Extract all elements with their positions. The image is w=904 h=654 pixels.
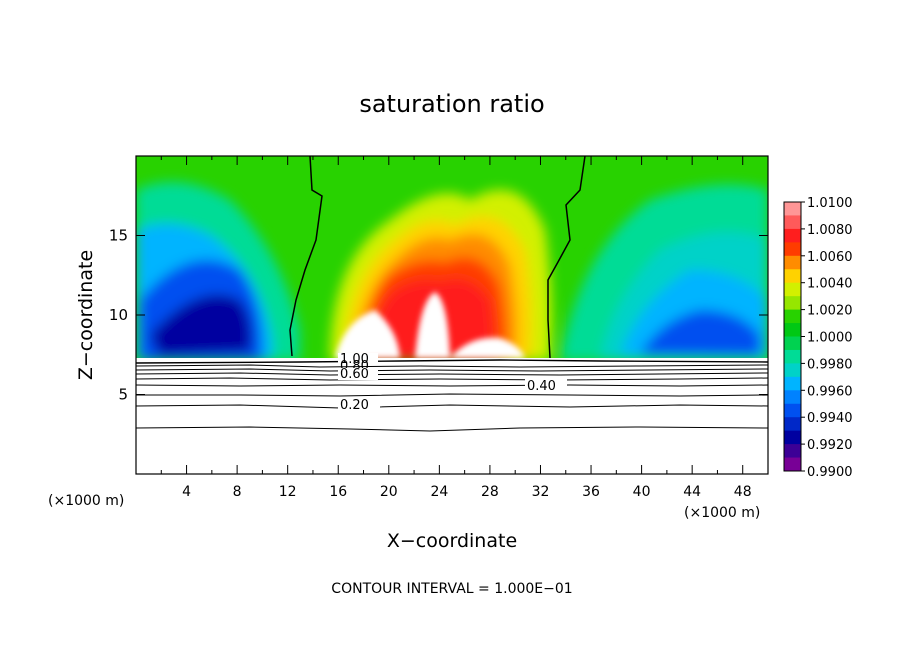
x-tick-label: 24 xyxy=(430,484,448,500)
colorbar-swatch xyxy=(784,336,801,351)
saturation-field xyxy=(136,156,768,474)
colorbar-swatch xyxy=(784,444,801,459)
x-tick-label: 44 xyxy=(683,484,701,500)
colorbar-label: 1.0080 xyxy=(807,223,853,238)
y-axis: 5 10 15 xyxy=(109,227,768,404)
colorbar-swatch xyxy=(784,309,801,324)
x-tick-label: 12 xyxy=(279,484,297,500)
colorbar-swatch xyxy=(784,282,801,297)
x-unit-left: (×1000 m) xyxy=(48,493,124,509)
contour-interval-footer: CONTOUR INTERVAL = 1.000E−01 xyxy=(331,581,572,597)
contour-label-0-40: 0.40 xyxy=(527,379,556,394)
contour-labels: 1.00 0.80 0.60 0.40 0.20 xyxy=(338,352,567,413)
colorbar: 1.0100 1.0080 1.0060 1.0040 1.0020 1.0000 0.99… xyxy=(783,196,853,480)
y-axis-label: Z−coordinate xyxy=(75,250,97,380)
y-tick-label: 15 xyxy=(109,227,128,245)
colorbar-swatch xyxy=(784,202,801,216)
colorbar-label: 0.9940 xyxy=(807,411,853,426)
colorbar-swatch xyxy=(784,349,801,364)
x-tick-label: 40 xyxy=(633,484,651,500)
x-tick-label: 16 xyxy=(329,484,347,500)
colorbar-swatch xyxy=(784,255,801,270)
colorbar-swatch xyxy=(784,215,801,230)
contour-label-1-00: 1.00 xyxy=(340,352,369,367)
x-tick-label: 32 xyxy=(532,484,550,500)
colorbar-label: 1.0060 xyxy=(807,250,853,265)
colorbar-swatch xyxy=(784,228,801,243)
x-axis: 4 8 12 16 20 24 28 32 36 40 44 48 xyxy=(160,156,752,500)
x-axis-label: X−coordinate xyxy=(387,530,517,552)
colorbar-label: 1.0020 xyxy=(807,304,853,319)
x-tick-label: 4 xyxy=(182,484,191,500)
colorbar-label: 0.9960 xyxy=(807,384,853,399)
colorbar-swatch xyxy=(784,323,801,337)
colorbar-swatch xyxy=(784,296,801,311)
x-tick-label: 36 xyxy=(582,484,600,500)
colorbar-label: 1.0040 xyxy=(807,277,853,292)
chart-title: saturation ratio xyxy=(359,90,544,118)
colorbar-swatch xyxy=(784,269,801,284)
colorbar-label: 1.0100 xyxy=(807,196,853,211)
x-unit-right: (×1000 m) xyxy=(684,505,760,521)
colorbar-swatch xyxy=(784,390,801,405)
colorbar-swatch xyxy=(784,430,801,445)
contour-label-0-60: 0.60 xyxy=(340,367,369,382)
colorbar-swatch xyxy=(784,403,801,418)
x-tick-label: 28 xyxy=(481,484,499,500)
y-tick-label: 5 xyxy=(118,386,128,404)
colorbar-swatch xyxy=(784,457,801,472)
colorbar-label: 0.9920 xyxy=(807,438,853,453)
colorbar-label: 0.9980 xyxy=(807,357,853,372)
contour-lines xyxy=(135,359,769,432)
x-tick-label: 48 xyxy=(734,484,752,500)
y-tick-label: 10 xyxy=(109,306,128,324)
colorbar-swatch xyxy=(784,363,801,378)
colorbar-label: 1.0000 xyxy=(807,331,853,346)
colorbar-label: 0.9900 xyxy=(807,465,853,480)
x-tick-label: 8 xyxy=(233,484,242,500)
colorbar-swatch xyxy=(784,376,801,391)
x-tick-label: 20 xyxy=(380,484,398,500)
contour-label-0-20: 0.20 xyxy=(340,398,369,413)
contour-one-lines xyxy=(289,155,586,359)
colorbar-swatch xyxy=(784,417,801,432)
colorbar-swatch xyxy=(784,242,801,257)
